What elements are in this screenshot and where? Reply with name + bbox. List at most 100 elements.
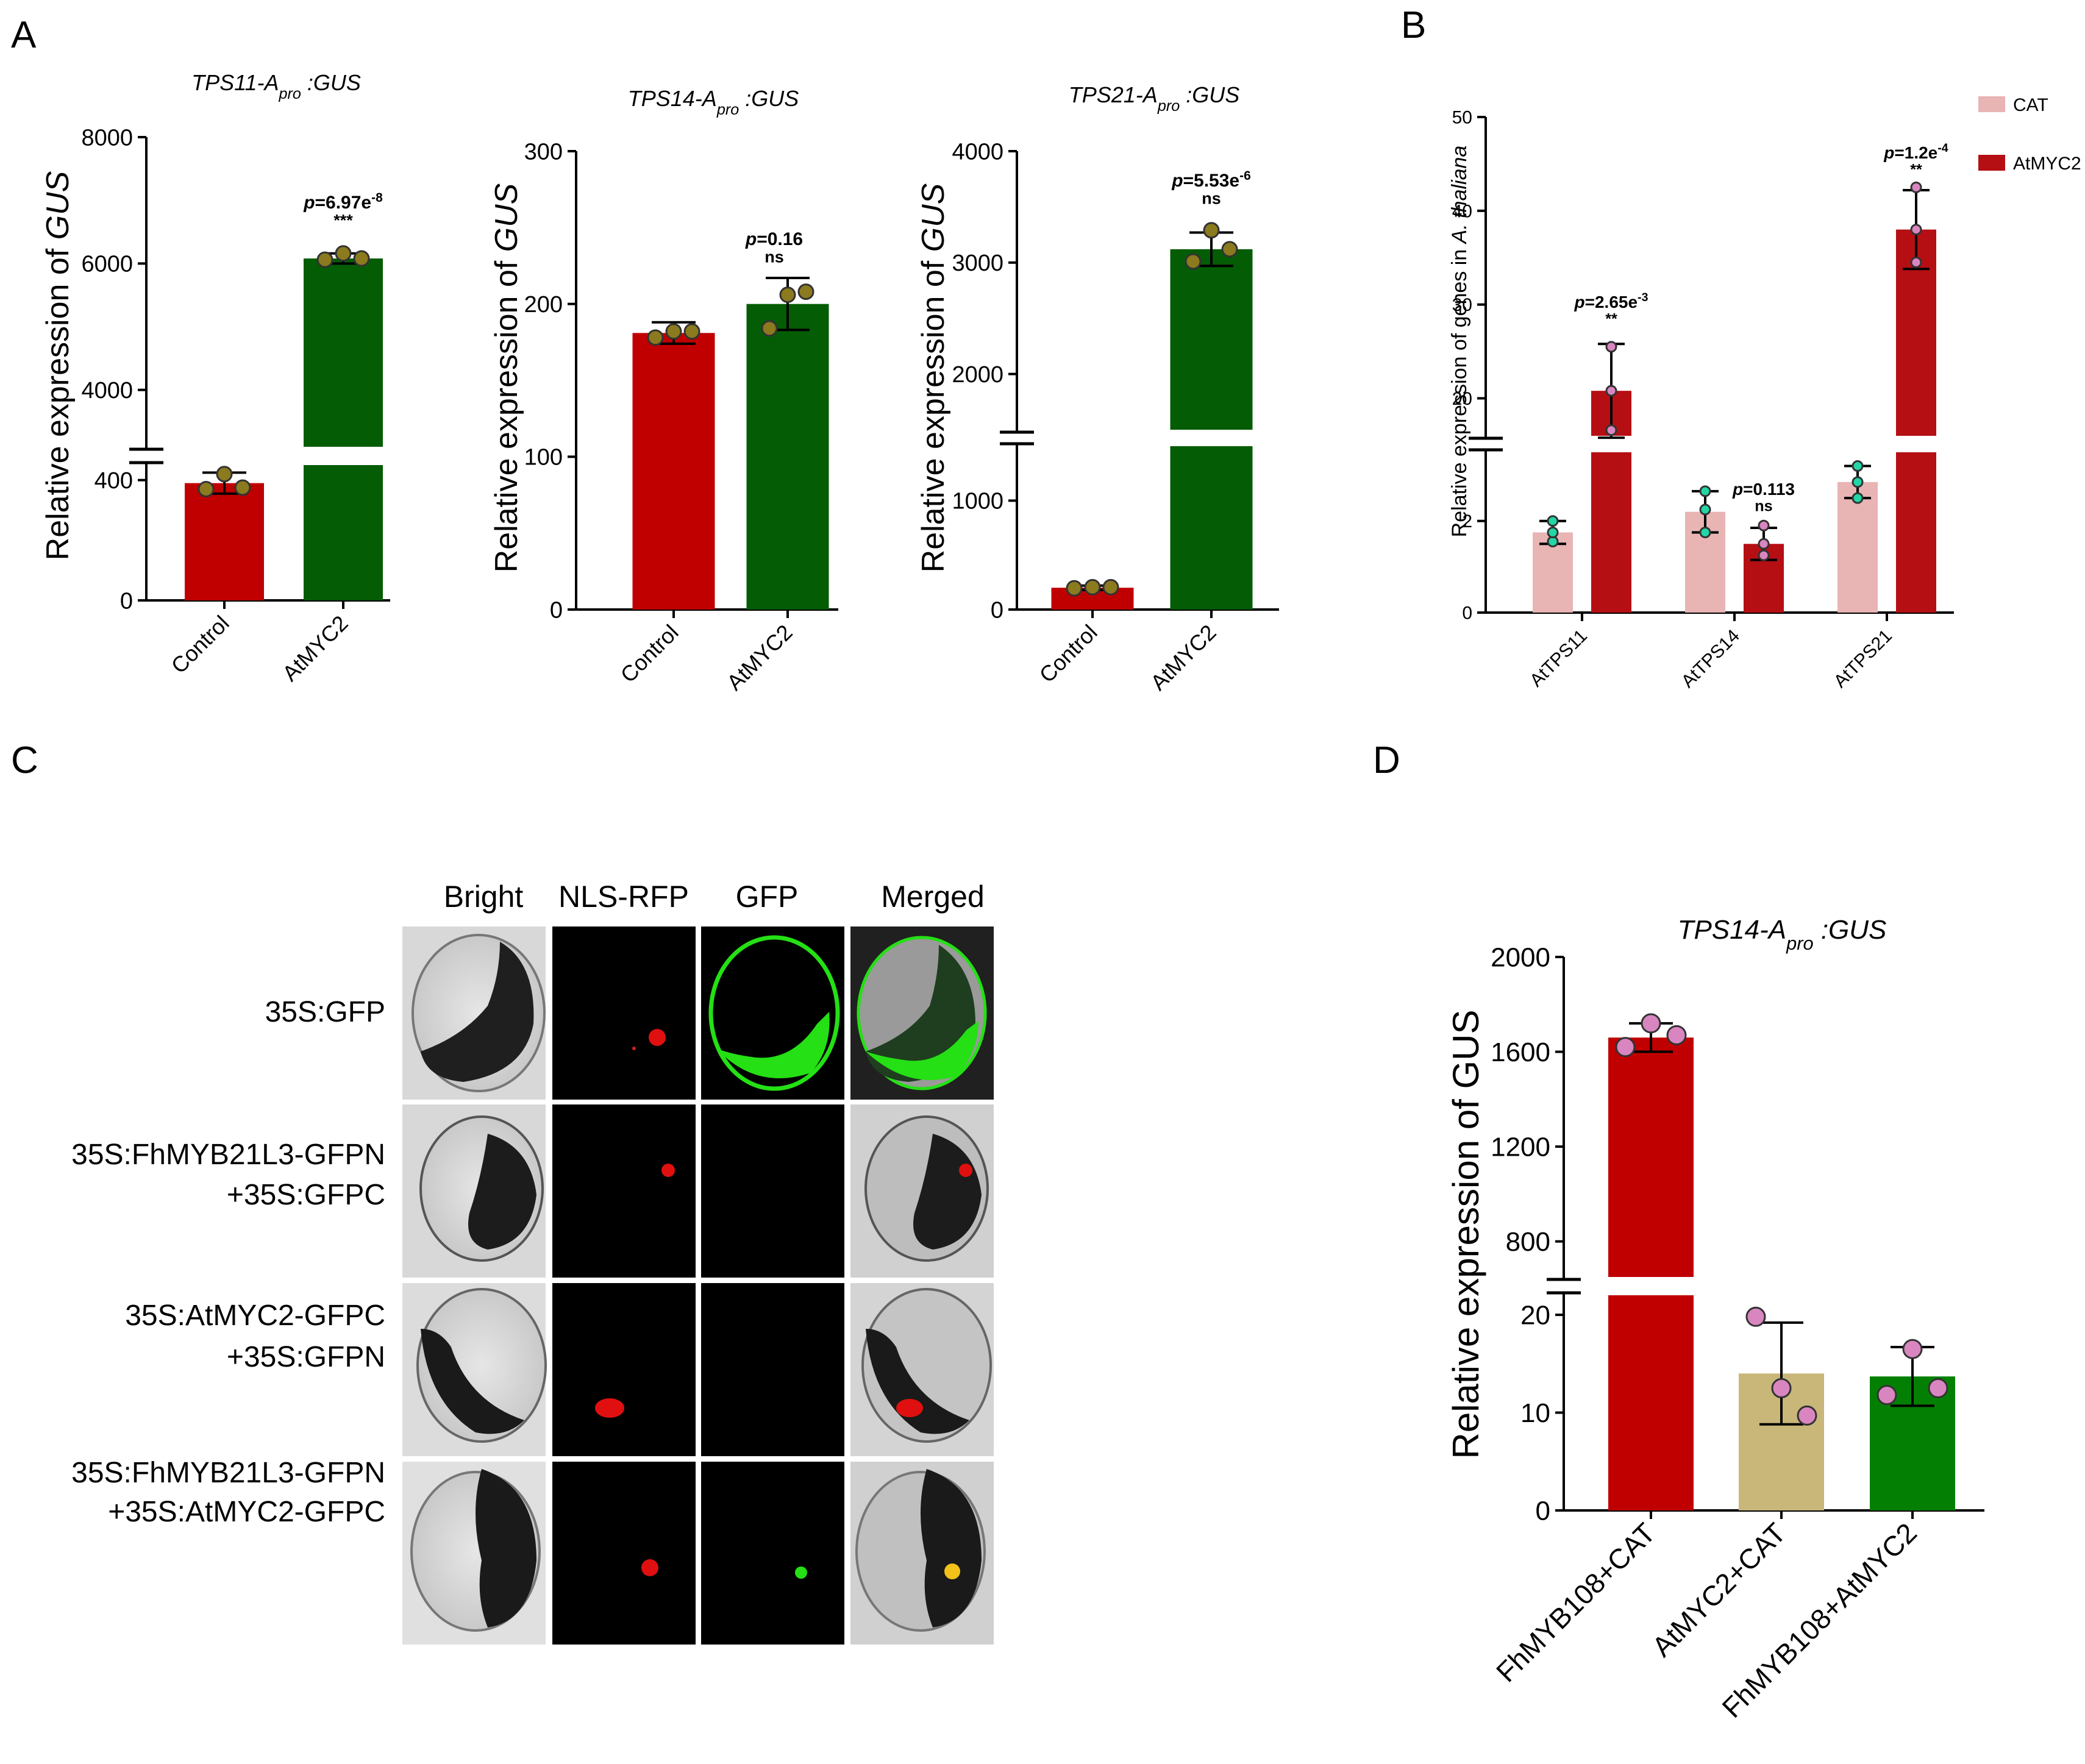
y-tick-label: 8000 <box>81 125 133 151</box>
y-tick-label: 40 <box>1452 201 1472 221</box>
chart-athaliana-genes: Relative expression of genes in A. thali… <box>1448 95 2081 692</box>
data-point <box>1745 1306 1766 1327</box>
row-label-2b: +35S:GFPC <box>227 1179 385 1211</box>
p-symbol: p <box>1732 480 1743 499</box>
data-point <box>1758 538 1770 550</box>
p-exponent: -4 <box>1937 141 1948 155</box>
ylabel-text: Relative expression of genes in <box>1448 243 1471 537</box>
column-header-nls-rfp: NLS-RFP <box>558 880 689 914</box>
p-value-label: p=6.97e-8 <box>303 191 383 213</box>
chart-title: TPS21-Apro :GUS <box>1069 82 1239 115</box>
gfp-image <box>701 1104 844 1278</box>
y-tick-label: 4000 <box>81 378 133 404</box>
p-value-label: p=1.2e-4 <box>1883 141 1948 162</box>
merged-overlay <box>921 1469 982 1627</box>
y-tick-label: 50 <box>1452 108 1472 128</box>
p-value-label: p=2.65e-3 <box>1574 291 1648 311</box>
chart-tps21: TPS21-Apro :GUS Relative expression of GU… <box>916 82 1279 695</box>
gfp-ring <box>708 935 840 1091</box>
p-value-label: p=0.16 <box>745 229 803 249</box>
column-header-gfp: GFP <box>736 880 799 914</box>
ylabel-text: Relative expression of <box>40 240 76 560</box>
gfp-image <box>701 1283 844 1456</box>
bar <box>746 304 829 610</box>
bar-break-gap <box>1895 436 1937 452</box>
data-point <box>198 480 215 497</box>
bar <box>632 333 715 610</box>
data-point <box>234 479 251 496</box>
data-point <box>1066 580 1083 597</box>
bar <box>185 483 264 600</box>
data-point <box>1928 1378 1948 1398</box>
chart-title: TPS14-Apro :GUS <box>628 86 799 118</box>
y-tick-label: 10 <box>1520 1398 1550 1428</box>
panel-label-d: D <box>1373 739 1400 781</box>
data-point <box>1547 527 1559 538</box>
y-tick-label: 300 <box>524 139 563 165</box>
row-label-4b: +35S:AtMYC2-GFPC <box>108 1496 385 1528</box>
data-point <box>797 283 814 301</box>
p-value: =2.65e <box>1585 293 1638 311</box>
y-axis-label: Relative expression of GUS <box>916 183 951 572</box>
ylabel-text: Relative expression of <box>489 252 524 572</box>
chloroplast-cluster <box>476 1469 536 1627</box>
title-sub: pro <box>716 101 739 118</box>
y-tick-label: 20 <box>1520 1300 1550 1330</box>
significance-label: ns <box>1202 190 1221 208</box>
y-tick-label: 30 <box>1452 295 1472 315</box>
y-tick-label: 100 <box>524 445 563 471</box>
microscopy-grid: Bright NLS-RFP GFP Merged 35S:GFP 35S:Fh… <box>71 880 994 1645</box>
bar <box>1170 249 1253 610</box>
significance-label: ** <box>1605 311 1617 328</box>
data-point <box>1758 519 1770 532</box>
y-tick-label: 1000 <box>952 489 1003 514</box>
data-point <box>1185 253 1202 270</box>
bar-break-gap <box>1169 430 1254 446</box>
ylabel-gene: GUS <box>40 171 76 240</box>
panel-label-c: C <box>11 739 38 781</box>
data-point <box>1797 1405 1817 1426</box>
y-tick-label: 0 <box>1462 603 1472 624</box>
chart-tps11: TPS11-Apro :GUS Relative expression of GU… <box>40 70 390 686</box>
significance-label: ** <box>1910 162 1922 179</box>
data-point <box>1203 222 1220 239</box>
y-tick-label: 3000 <box>952 251 1003 276</box>
y-tick-label: 800 <box>1506 1227 1550 1257</box>
row-label-1a: 35S:GFP <box>265 996 385 1028</box>
data-point <box>1699 527 1711 538</box>
ylabel-gene: GUS <box>916 183 951 252</box>
title-base: TPS14-A <box>1678 915 1787 945</box>
bar <box>1896 229 1936 613</box>
gfp-image <box>701 1462 844 1645</box>
x-tick-label: AtTPS11 <box>1526 626 1591 691</box>
panel-label-b: B <box>1401 4 1426 46</box>
bar-break-gap <box>302 447 384 465</box>
x-tick-label: AtTPS14 <box>1678 626 1744 692</box>
data-point <box>1699 485 1711 497</box>
row-label-3b: +35S:GFPN <box>227 1341 385 1373</box>
y-tick-label: 0 <box>991 597 1003 623</box>
title-sub: pro <box>1786 933 1814 954</box>
chart-tps14-d: TPS14-Apro :GUS Relative expression of GU… <box>1445 915 1984 1724</box>
significance-label: ns <box>1755 498 1772 515</box>
column-header-bright: Bright <box>444 880 524 914</box>
gfp-signal <box>795 1567 807 1579</box>
data-point <box>1605 385 1617 397</box>
y-tick-label: 400 <box>94 468 133 494</box>
data-point <box>1852 492 1864 504</box>
legend-swatch <box>1978 96 2005 112</box>
p-symbol: p <box>1883 143 1894 162</box>
y-tick-label: 0 <box>1536 1496 1550 1526</box>
merged-colocalized <box>944 1563 960 1579</box>
bar <box>304 258 383 600</box>
data-point <box>1221 241 1238 258</box>
data-point <box>1547 515 1559 527</box>
y-tick-label: 1600 <box>1491 1037 1550 1067</box>
data-point <box>1699 503 1711 516</box>
image-row-3 <box>402 1283 994 1456</box>
x-tick-label: AtMYC2 <box>1146 620 1221 695</box>
y-axis-label: Relative expression of GUS <box>40 171 76 560</box>
data-point <box>665 323 682 340</box>
chloroplast-cluster <box>421 1329 524 1434</box>
